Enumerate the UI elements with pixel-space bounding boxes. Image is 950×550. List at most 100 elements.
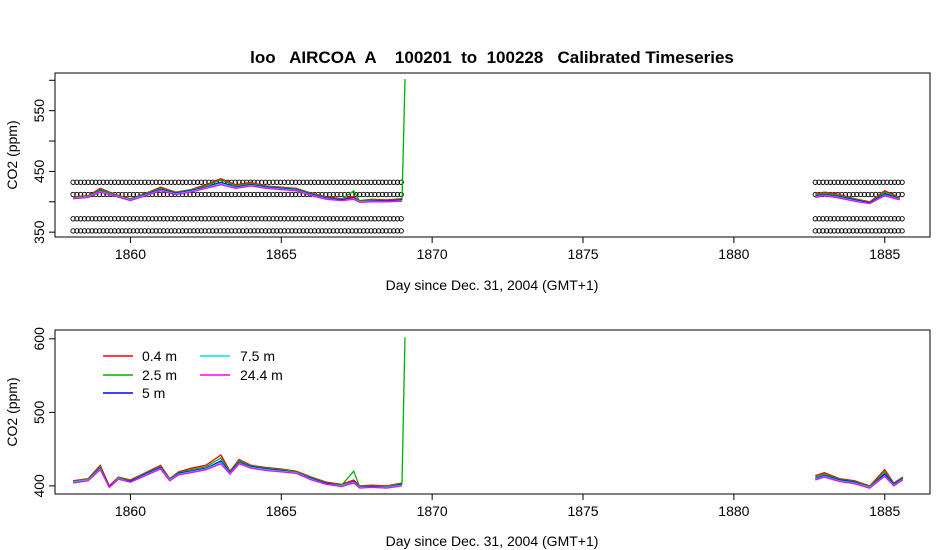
x-axis: 1860 1865 1870 1875 1880 1885 <box>115 237 901 262</box>
calibration-point <box>861 191 868 198</box>
legend-item: 7.5 m <box>200 348 275 364</box>
legend-label: 7.5 m <box>240 348 275 364</box>
calibration-point <box>266 191 272 198</box>
calibration-point <box>296 216 303 222</box>
calibration-point <box>236 228 242 234</box>
calibration-point <box>191 179 197 185</box>
calibration-point <box>394 191 401 198</box>
calibration-point <box>138 228 144 234</box>
calibration-point <box>123 191 129 198</box>
calibration-point <box>824 228 830 234</box>
calibration-point <box>259 216 265 222</box>
calibration-point <box>243 191 250 198</box>
calibration-point <box>176 179 182 185</box>
calibration-point <box>812 228 818 234</box>
calibration-point <box>108 216 114 222</box>
calibration-point <box>104 228 110 234</box>
calibration-point <box>262 179 269 185</box>
calibration-point <box>104 179 110 185</box>
series-lines <box>73 79 901 205</box>
calibration-point <box>292 228 299 234</box>
calibration-point <box>285 216 291 222</box>
calibration-point <box>349 228 355 234</box>
x-axis: 1860 1865 1870 1875 1880 1885 <box>115 494 901 519</box>
x-tick-label: 1870 <box>417 246 448 262</box>
calibration-point <box>831 179 837 185</box>
calibration-point <box>115 179 122 185</box>
calibration-point <box>850 179 856 185</box>
calibration-point <box>149 216 155 222</box>
calibration-point <box>172 179 178 185</box>
calibration-point <box>277 191 284 198</box>
calibration-point <box>873 216 879 222</box>
calibration-point <box>304 216 310 222</box>
y-tick-label: 550 <box>31 99 47 123</box>
calibration-point <box>202 228 208 234</box>
calibration-point <box>326 228 333 234</box>
calibration-point <box>364 216 370 222</box>
calibration-point <box>96 216 103 222</box>
calibration-point <box>247 228 254 234</box>
calibration-point <box>93 216 99 222</box>
calibration-point <box>251 191 257 198</box>
calibration-point <box>111 216 118 222</box>
calibration-point <box>183 216 189 222</box>
calibration-point <box>228 216 235 222</box>
calibration-point <box>213 228 220 234</box>
series-line <box>73 337 406 488</box>
calibration-point <box>360 216 367 222</box>
calibration-point <box>308 179 314 185</box>
calibration-point <box>353 191 359 198</box>
calibration-point <box>827 216 834 222</box>
calibration-point <box>873 228 879 234</box>
calibration-point <box>251 216 257 222</box>
calibration-point <box>375 179 382 185</box>
calibration-point <box>81 216 88 222</box>
calibration-point <box>259 228 265 234</box>
calibration-point <box>812 179 818 185</box>
chart-title: loo AIRCOA A 100201 to 100228 Calibrated… <box>250 48 734 67</box>
calibration-point <box>891 228 898 234</box>
calibration-point <box>876 179 883 185</box>
calibration-point <box>130 228 137 234</box>
calibration-point <box>243 228 250 234</box>
calibration-point <box>179 179 186 185</box>
calibration-point <box>157 179 163 185</box>
x-tick-label: 1885 <box>869 503 900 519</box>
calibration-point <box>831 216 837 222</box>
calibration-point <box>824 179 830 185</box>
calibration-point <box>85 179 91 185</box>
calibration-point <box>138 179 144 185</box>
calibration-point <box>387 216 393 222</box>
calibration-point <box>289 228 295 234</box>
calibration-point <box>217 191 223 198</box>
calibration-point <box>81 228 88 234</box>
calibration-point <box>372 179 378 185</box>
calibration-point <box>861 179 868 185</box>
calibration-point <box>820 216 826 222</box>
y-axis-label: CO2 (ppm) <box>4 120 20 189</box>
legend-item: 2.5 m <box>103 367 177 383</box>
calibration-point <box>89 228 95 234</box>
series-line <box>73 79 406 202</box>
calibration-point <box>240 228 246 234</box>
calibration-point <box>225 191 231 198</box>
calibration-point <box>281 191 287 198</box>
x-tick-label: 1885 <box>869 246 900 262</box>
calibration-point <box>70 179 76 185</box>
calibration-point <box>123 216 129 222</box>
calibration-point <box>130 216 137 222</box>
calibration-point <box>342 228 348 234</box>
x-tick-label: 1865 <box>266 503 297 519</box>
calibration-point <box>884 216 890 222</box>
calibration-point <box>816 179 822 185</box>
calibration-point <box>277 228 284 234</box>
calibration-point <box>850 191 856 198</box>
calibration-point <box>191 216 197 222</box>
calibration-point <box>206 216 212 222</box>
calibration-point <box>383 228 389 234</box>
calibration-point <box>191 228 197 234</box>
calibration-point <box>232 216 238 222</box>
calibration-point <box>277 216 284 222</box>
calibration-point <box>232 228 238 234</box>
